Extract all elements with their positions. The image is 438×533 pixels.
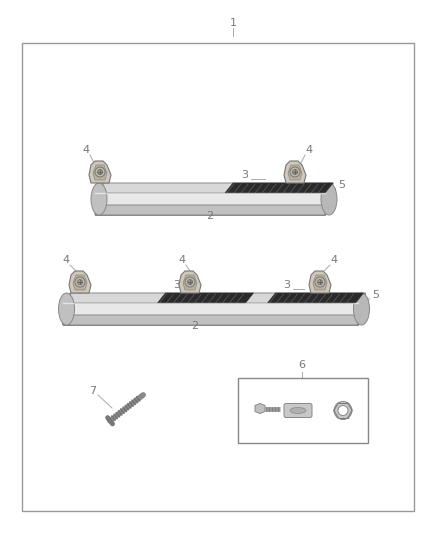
Bar xyxy=(238,378,368,443)
Polygon shape xyxy=(284,161,306,183)
Bar xyxy=(22,43,414,511)
Polygon shape xyxy=(95,183,103,215)
Circle shape xyxy=(75,277,85,287)
Circle shape xyxy=(290,167,300,177)
Text: 4: 4 xyxy=(330,255,338,265)
Polygon shape xyxy=(179,271,201,293)
Polygon shape xyxy=(309,271,331,293)
Text: 3: 3 xyxy=(241,170,248,180)
Text: 5: 5 xyxy=(372,290,379,300)
FancyBboxPatch shape xyxy=(284,403,312,417)
Polygon shape xyxy=(73,275,87,290)
Text: 1: 1 xyxy=(230,18,237,28)
Text: 2: 2 xyxy=(191,321,198,331)
Circle shape xyxy=(334,401,352,419)
Circle shape xyxy=(98,169,102,174)
Ellipse shape xyxy=(290,408,306,414)
Ellipse shape xyxy=(353,293,370,325)
Polygon shape xyxy=(255,403,265,414)
Polygon shape xyxy=(288,165,302,180)
Polygon shape xyxy=(268,293,364,303)
Text: 5: 5 xyxy=(338,180,345,190)
Text: 4: 4 xyxy=(82,145,89,155)
Polygon shape xyxy=(225,183,333,193)
Text: 3: 3 xyxy=(283,280,290,290)
Polygon shape xyxy=(95,183,333,193)
Circle shape xyxy=(338,406,348,416)
Text: 4: 4 xyxy=(178,255,186,265)
Circle shape xyxy=(95,167,105,177)
Polygon shape xyxy=(183,275,197,290)
Ellipse shape xyxy=(91,183,107,215)
Text: 3: 3 xyxy=(173,280,180,290)
Polygon shape xyxy=(63,293,71,325)
Polygon shape xyxy=(325,183,333,215)
Polygon shape xyxy=(69,271,91,293)
Circle shape xyxy=(78,279,82,285)
Text: 4: 4 xyxy=(63,255,70,265)
Circle shape xyxy=(315,277,325,287)
Ellipse shape xyxy=(321,183,337,215)
Text: 4: 4 xyxy=(305,145,313,155)
Polygon shape xyxy=(63,293,365,303)
Polygon shape xyxy=(357,293,365,325)
Polygon shape xyxy=(158,293,254,303)
Text: 7: 7 xyxy=(89,386,96,396)
Circle shape xyxy=(185,277,195,287)
Polygon shape xyxy=(89,161,111,183)
Polygon shape xyxy=(63,303,357,325)
Text: 2: 2 xyxy=(206,211,214,221)
Polygon shape xyxy=(93,165,107,180)
Polygon shape xyxy=(95,193,325,215)
Circle shape xyxy=(318,279,322,285)
Circle shape xyxy=(293,169,297,174)
Circle shape xyxy=(187,279,192,285)
Text: 6: 6 xyxy=(299,360,305,370)
Ellipse shape xyxy=(59,293,74,325)
Polygon shape xyxy=(95,205,333,215)
Polygon shape xyxy=(63,315,365,325)
Polygon shape xyxy=(313,275,327,290)
